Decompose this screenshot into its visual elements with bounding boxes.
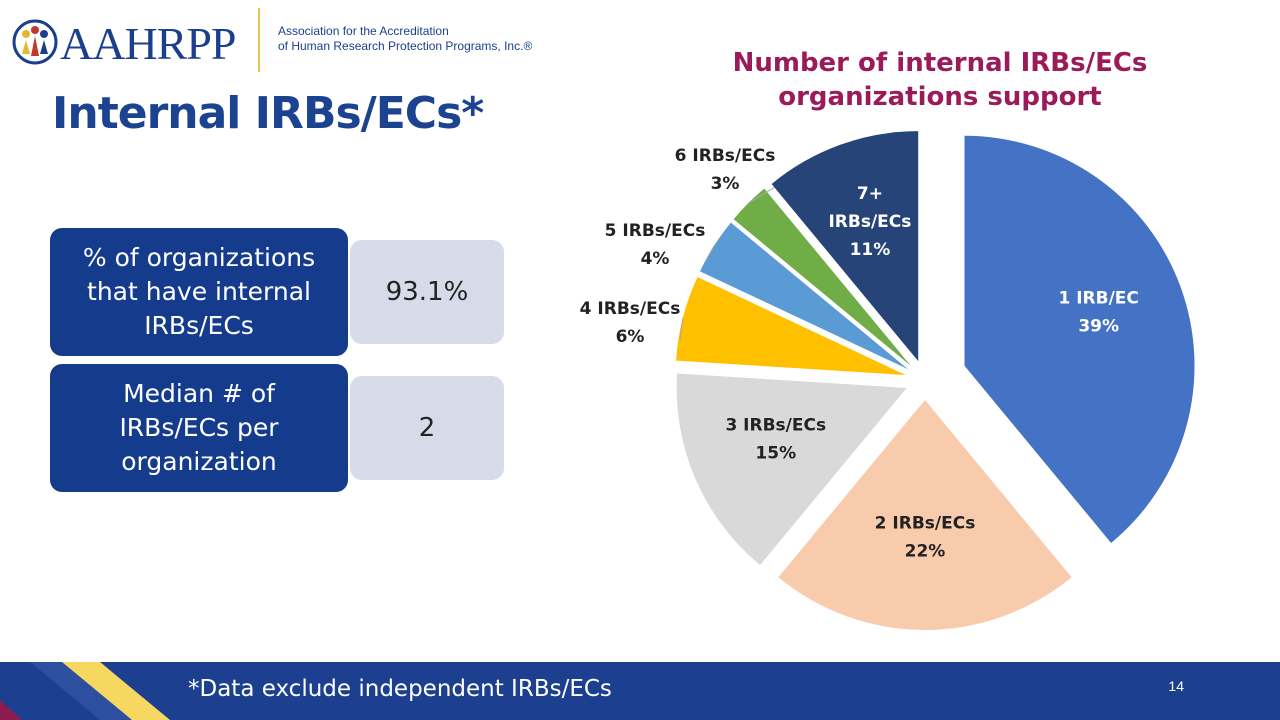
- footer-decoration: [0, 662, 170, 720]
- stat-value-box: 2: [350, 376, 504, 480]
- leader-line-5: [704, 245, 715, 263]
- logo-divider: [258, 8, 260, 72]
- pie-slice-1: [964, 135, 1195, 543]
- pie-slice-7: [771, 131, 919, 362]
- stat-median-irbs: 2 Median # of IRBs/ECs per organization: [50, 364, 504, 492]
- logo-subtitle-line1: Association for the Accreditation: [278, 24, 449, 38]
- aahrpp-emblem-icon: [12, 19, 58, 65]
- data-label-6: 6 IRBs/ECs 3%: [675, 146, 776, 194]
- pie-slice-4: [676, 277, 906, 376]
- data-label-7: 7+ IRBs/ECs 11%: [828, 184, 911, 260]
- logo-subtitle-line2: of Human Research Protection Programs, I…: [278, 39, 533, 53]
- pie-slice-5: [700, 222, 909, 370]
- leader-line-6: [747, 186, 776, 204]
- data-label-4: 4 IRBs/ECs 6%: [580, 299, 681, 347]
- stat-value: 2: [418, 413, 436, 443]
- leader-line-4: [679, 317, 684, 341]
- pie-slice-3: [676, 373, 907, 566]
- footer-note: *Data exclude independent IRBs/ECs: [188, 676, 612, 702]
- chart-title: Number of internal IRBs/ECs organization…: [732, 48, 1148, 112]
- stat-value: 93.1%: [385, 277, 469, 307]
- stat-value-box: 93.1%: [350, 240, 504, 344]
- logo-wordmark: AAHRPP: [60, 18, 237, 69]
- stat-label: % of organizations that have internal IR…: [50, 228, 348, 356]
- stat-label: Median # of IRBs/ECs per organization: [50, 364, 348, 492]
- pie-chart: 1 IRB/EC 39% 2 IRBs/ECs 22% 3 IRBs/ECs 15% 4 I…: [580, 131, 1195, 630]
- data-label-5: 5 IRBs/ECs 4%: [605, 221, 706, 269]
- data-label-2: 2 IRBs/ECs 22%: [875, 514, 976, 562]
- pie-slice-2: [778, 400, 1072, 630]
- page-number: 14: [1168, 678, 1184, 694]
- data-label-1: 1 IRB/EC 39%: [1058, 288, 1138, 336]
- aahrpp-logo: AAHRPP Association for the Accreditation…: [12, 8, 612, 80]
- pie-slice-6: [733, 188, 911, 366]
- footer-bar: *Data exclude independent IRBs/ECs 14: [0, 662, 1280, 720]
- stat-orgs-with-irbs: 93.1% % of organizations that have inter…: [50, 228, 504, 356]
- data-label-3: 3 IRBs/ECs 15%: [725, 416, 826, 464]
- slide-title: Internal IRBs/ECs*: [52, 88, 484, 139]
- logo-subtitle: Association for the Accreditation of Hum…: [278, 24, 532, 54]
